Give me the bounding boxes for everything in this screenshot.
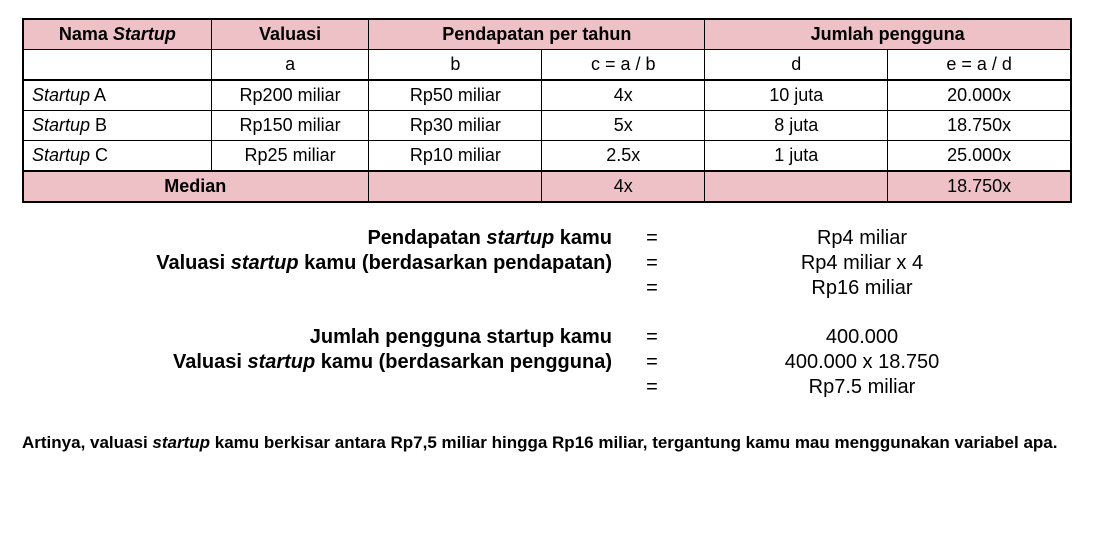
calc-eq: = [622,227,682,250]
calc-eq: = [622,326,682,349]
calc-row: = Rp16 miliar [22,277,1072,300]
calculation-block: Pendapatan startup kamu = Rp4 miliar Val… [22,227,1072,399]
sub-c: c = a / b [542,50,705,81]
table-row: Startup B Rp150 miliar Rp30 miliar 5x 8 … [23,111,1071,141]
cell-c: 5x [542,111,705,141]
cell-e: 18.750x [888,111,1071,141]
calc-row: Pendapatan startup kamu = Rp4 miliar [22,227,1072,250]
calc-label: Valuasi startup kamu (berdasarkan pendap… [22,252,622,275]
cell-b: Rp30 miliar [369,111,542,141]
sub-b: b [369,50,542,81]
sub-blank [23,50,211,81]
calc-value: 400.000 [682,326,1042,349]
sub-a: a [211,50,369,81]
cell-e: 25.000x [888,141,1071,172]
cell-c: 4x [542,80,705,111]
valuation-table: Nama Startup Valuasi Pendapatan per tahu… [22,18,1072,203]
calc-value: Rp7.5 miliar [682,376,1042,399]
cell-name: Startup C [23,141,211,172]
cell-e: 20.000x [888,80,1071,111]
cell-a: Rp200 miliar [211,80,369,111]
calc-spacer [22,302,1072,324]
sub-d: d [705,50,888,81]
col-revenue: Pendapatan per tahun [369,19,705,50]
cell-c: 2.5x [542,141,705,172]
cell-b: Rp10 miliar [369,141,542,172]
calc-eq: = [622,376,682,399]
sub-e: e = a / d [888,50,1071,81]
cell-name: Startup A [23,80,211,111]
median-blank-d [705,171,888,202]
cell-a: Rp25 miliar [211,141,369,172]
calc-row: Valuasi startup kamu (berdasarkan penggu… [22,351,1072,374]
calc-label: Jumlah pengguna startup kamu [22,326,622,349]
calc-eq: = [622,252,682,275]
cell-name: Startup B [23,111,211,141]
table-subheader-row: a b c = a / b d e = a / d [23,50,1071,81]
cell-d: 8 juta [705,111,888,141]
median-e: 18.750x [888,171,1071,202]
cell-a: Rp150 miliar [211,111,369,141]
table-header-row: Nama Startup Valuasi Pendapatan per tahu… [23,19,1071,50]
table-median-row: Median 4x 18.750x [23,171,1071,202]
median-label: Median [23,171,369,202]
cell-b: Rp50 miliar [369,80,542,111]
calc-value: Rp16 miliar [682,277,1042,300]
calc-value: Rp4 miliar [682,227,1042,250]
calc-row: Valuasi startup kamu (berdasarkan pendap… [22,252,1072,275]
col-name: Nama Startup [23,19,211,50]
calc-eq: = [622,277,682,300]
table-row: Startup A Rp200 miliar Rp50 miliar 4x 10… [23,80,1071,111]
median-c: 4x [542,171,705,202]
table-row: Startup C Rp25 miliar Rp10 miliar 2.5x 1… [23,141,1071,172]
calc-value: Rp4 miliar x 4 [682,252,1042,275]
calc-value: 400.000 x 18.750 [682,351,1042,374]
calc-row: Jumlah pengguna startup kamu = 400.000 [22,326,1072,349]
calc-label: Pendapatan startup kamu [22,227,622,250]
col-valuation: Valuasi [211,19,369,50]
cell-d: 10 juta [705,80,888,111]
calc-eq: = [622,351,682,374]
cell-d: 1 juta [705,141,888,172]
calc-row: = Rp7.5 miliar [22,376,1072,399]
col-users: Jumlah pengguna [705,19,1071,50]
calc-label: Valuasi startup kamu (berdasarkan penggu… [22,351,622,374]
conclusion-text: Artinya, valuasi startup kamu berkisar a… [22,431,1072,455]
median-blank-b [369,171,542,202]
